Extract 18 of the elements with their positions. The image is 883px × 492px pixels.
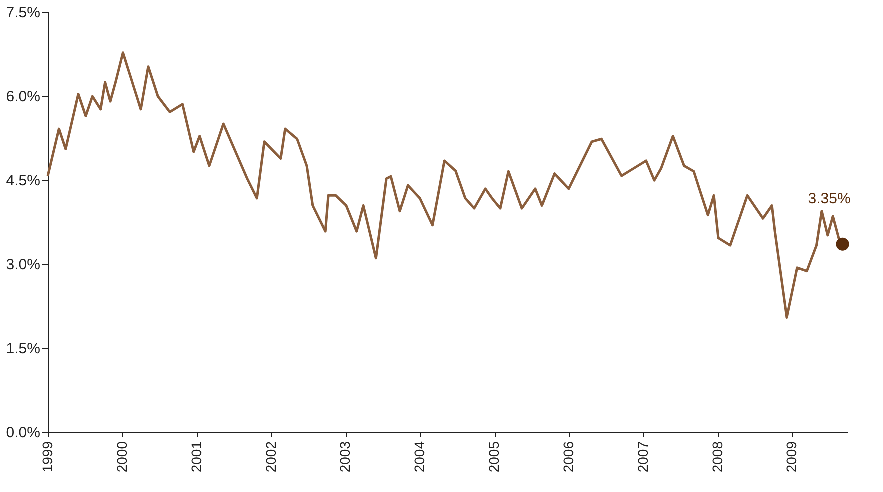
x-tick-label: 2009 — [784, 441, 800, 473]
x-tick-label: 2008 — [709, 441, 726, 473]
y-tick-label: 3.0% — [6, 256, 40, 274]
x-tick-label: 2001 — [188, 441, 204, 473]
y-tick-label: 1.5% — [6, 340, 40, 358]
x-tick-label: 2005 — [486, 441, 502, 473]
x-tick-label: 2007 — [634, 441, 651, 473]
annotation: 3.35% — [808, 190, 851, 208]
y-tick-label: 4.5% — [6, 172, 40, 190]
x-tick-label: 2006 — [560, 441, 576, 473]
x-tick-label: 2004 — [412, 441, 428, 473]
x-tick-label: 1999 — [40, 441, 56, 473]
x-tick-label: 2000 — [114, 441, 130, 473]
y-tick-label: 0.0% — [6, 424, 40, 442]
x-tick-label: 2003 — [337, 441, 354, 473]
y-tick-label: 6.0% — [6, 88, 40, 106]
y-tick-label: 7.5% — [6, 4, 40, 22]
x-tick-label: 2002 — [262, 441, 279, 473]
